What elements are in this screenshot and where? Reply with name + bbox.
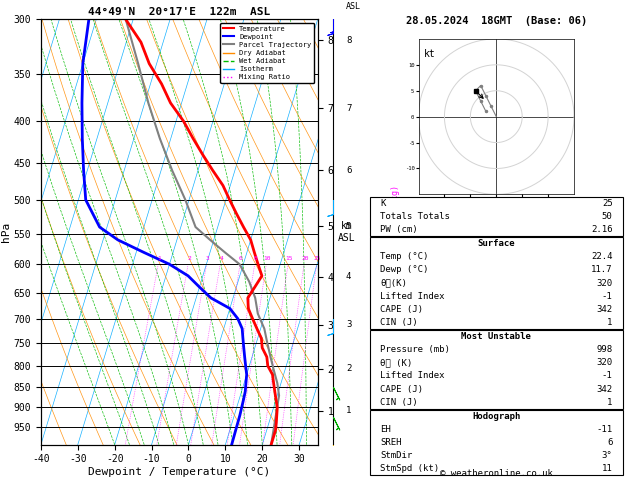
Text: Totals Totals: Totals Totals	[380, 212, 450, 221]
Text: SREH: SREH	[380, 438, 401, 447]
Text: StmSpd (kt): StmSpd (kt)	[380, 464, 439, 473]
Legend: Temperature, Dewpoint, Parcel Trajectory, Dry Adiabat, Wet Adiabat, Isotherm, Mi: Temperature, Dewpoint, Parcel Trajectory…	[220, 23, 314, 83]
Text: 11: 11	[602, 464, 613, 473]
Text: Mixing Ratio (g/kg): Mixing Ratio (g/kg)	[391, 185, 399, 279]
Text: Pressure (mb): Pressure (mb)	[380, 345, 450, 354]
Y-axis label: hPa: hPa	[1, 222, 11, 242]
Text: θᴇ (K): θᴇ (K)	[380, 358, 412, 367]
Text: 342: 342	[596, 305, 613, 314]
Text: 25: 25	[314, 256, 321, 261]
Text: © weatheronline.co.uk: © weatheronline.co.uk	[440, 469, 553, 478]
Text: 4: 4	[220, 256, 223, 261]
Text: Lifted Index: Lifted Index	[380, 292, 445, 301]
Text: CIN (J): CIN (J)	[380, 398, 418, 407]
Text: 1: 1	[157, 256, 161, 261]
Text: CIN (J): CIN (J)	[380, 318, 418, 327]
Title: 44°49'N  20°17'E  122m  ASL: 44°49'N 20°17'E 122m ASL	[88, 7, 270, 17]
Text: 8: 8	[346, 35, 351, 45]
Text: 6: 6	[346, 166, 351, 175]
Text: 1: 1	[607, 398, 613, 407]
Text: 4: 4	[346, 273, 351, 281]
Text: 8: 8	[253, 256, 257, 261]
Text: 25: 25	[602, 199, 613, 208]
Text: Dewp (°C): Dewp (°C)	[380, 265, 428, 275]
Text: θᴇ(K): θᴇ(K)	[380, 278, 407, 288]
Text: -1: -1	[602, 292, 613, 301]
Text: 20: 20	[301, 256, 309, 261]
Text: Temp (°C): Temp (°C)	[380, 252, 428, 261]
Text: 6: 6	[239, 256, 243, 261]
Text: Most Unstable: Most Unstable	[461, 332, 532, 341]
Text: 998: 998	[596, 345, 613, 354]
Text: 2.16: 2.16	[591, 225, 613, 234]
Text: K: K	[380, 199, 386, 208]
Text: -11: -11	[596, 425, 613, 434]
Text: 3: 3	[346, 320, 351, 329]
Text: 50: 50	[602, 212, 613, 221]
Text: 2: 2	[187, 256, 191, 261]
Text: 320: 320	[596, 358, 613, 367]
Text: 11.7: 11.7	[591, 265, 613, 275]
Text: StmDir: StmDir	[380, 451, 412, 460]
Text: -1: -1	[602, 371, 613, 381]
Text: CAPE (J): CAPE (J)	[380, 384, 423, 394]
Y-axis label: km
ASL: km ASL	[338, 221, 356, 243]
Text: Hodograph: Hodograph	[472, 412, 520, 421]
Text: EH: EH	[380, 425, 391, 434]
Text: kt: kt	[424, 49, 435, 59]
Text: PW (cm): PW (cm)	[380, 225, 418, 234]
Text: 28.05.2024  18GMT  (Base: 06): 28.05.2024 18GMT (Base: 06)	[406, 16, 587, 26]
Text: 3: 3	[206, 256, 209, 261]
Text: 2: 2	[346, 364, 351, 373]
Text: Surface: Surface	[477, 239, 515, 248]
Text: 1: 1	[607, 318, 613, 327]
Text: 5: 5	[346, 222, 351, 231]
X-axis label: Dewpoint / Temperature (°C): Dewpoint / Temperature (°C)	[88, 467, 270, 477]
Text: 22.4: 22.4	[591, 252, 613, 261]
Text: Lifted Index: Lifted Index	[380, 371, 445, 381]
Text: CAPE (J): CAPE (J)	[380, 305, 423, 314]
Text: 1: 1	[346, 406, 351, 415]
Text: 3°: 3°	[602, 451, 613, 460]
Text: 320: 320	[596, 278, 613, 288]
Text: 7: 7	[346, 104, 351, 113]
Text: 15: 15	[285, 256, 292, 261]
Text: km
ASL: km ASL	[346, 0, 361, 11]
Text: 342: 342	[596, 384, 613, 394]
Text: 10: 10	[264, 256, 271, 261]
Text: 6: 6	[607, 438, 613, 447]
